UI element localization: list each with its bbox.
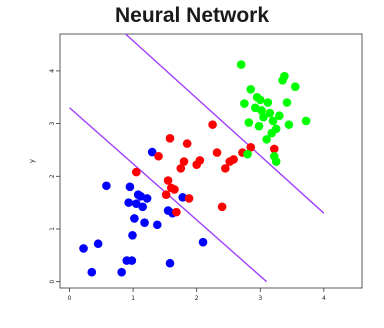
point-series-1 [142, 194, 152, 203]
y-axis-label: y [28, 159, 36, 163]
x-tick-label: 3 [258, 295, 262, 302]
plot-frame [59, 33, 363, 289]
point-series-3 [265, 108, 275, 118]
point-series-1 [178, 193, 188, 202]
point-series-2 [172, 207, 181, 217]
point-series-2 [163, 176, 173, 185]
point-series-2 [165, 134, 175, 143]
point-series-2 [208, 120, 217, 129]
x-tick-label: 2 [195, 295, 199, 302]
point-series-1 [140, 218, 149, 227]
y-tick-label: 1 [49, 227, 56, 231]
point-series-2 [179, 157, 189, 166]
point-series-3 [263, 98, 273, 107]
point-series-3 [254, 121, 264, 131]
point-series-2 [154, 151, 163, 161]
y-tick-label: 0 [49, 280, 56, 284]
point-series-1 [138, 202, 147, 212]
point-series-3 [268, 116, 278, 126]
data-points [79, 60, 311, 277]
point-series-1 [124, 198, 133, 207]
point-series-1 [128, 231, 137, 240]
point-series-2 [131, 167, 141, 177]
point-series-3 [240, 99, 249, 108]
axes: 0 1 2 3 4 0 1 2 3 4 y [28, 33, 363, 302]
point-series-3 [243, 149, 252, 159]
point-series-2 [195, 156, 205, 165]
point-series-2 [176, 164, 186, 173]
point-series-2 [246, 142, 256, 152]
point-series-3 [301, 116, 311, 126]
point-series-3 [280, 71, 289, 81]
point-series-3 [271, 124, 281, 134]
point-series-3 [290, 82, 300, 91]
point-series-1 [131, 199, 141, 208]
point-series-1 [198, 237, 208, 247]
point-series-3 [259, 112, 268, 122]
point-series-3 [271, 157, 281, 166]
point-series-2 [170, 185, 179, 194]
point-series-1 [102, 181, 111, 191]
point-series-3 [284, 120, 294, 129]
y-tick-label: 3 [49, 121, 56, 125]
point-series-1 [87, 267, 97, 277]
point-series-2 [217, 202, 227, 212]
point-series-1 [152, 220, 162, 230]
point-series-3 [236, 60, 246, 69]
point-series-1 [127, 256, 137, 265]
point-series-2 [184, 194, 194, 203]
x-tick-label: 4 [322, 295, 326, 302]
point-series-3 [282, 98, 292, 107]
point-series-2 [269, 144, 279, 154]
point-series-1 [165, 258, 175, 268]
point-series-1 [130, 214, 139, 223]
point-series-2 [221, 164, 230, 173]
x-tick-label: 1 [131, 295, 135, 302]
chart-title: Neural Network [114, 4, 270, 27]
point-series-3 [244, 118, 254, 127]
point-series-2 [161, 190, 171, 200]
point-series-2 [212, 148, 222, 157]
point-series-1 [79, 244, 88, 253]
point-series-3 [246, 85, 256, 94]
point-series-2 [229, 155, 238, 164]
point-series-1 [117, 267, 126, 277]
point-series-3 [257, 106, 266, 115]
y-tick-label: 4 [49, 69, 56, 73]
boundary-line-2 [125, 33, 325, 214]
point-series-1 [125, 182, 135, 192]
point-series-1 [93, 239, 103, 249]
x-tick-label: 0 [68, 295, 72, 302]
point-series-1 [147, 147, 157, 157]
point-series-3 [262, 135, 271, 144]
point-series-3 [255, 95, 265, 105]
point-series-2 [182, 139, 192, 148]
y-tick-label: 2 [49, 174, 56, 178]
point-series-3 [275, 111, 284, 120]
